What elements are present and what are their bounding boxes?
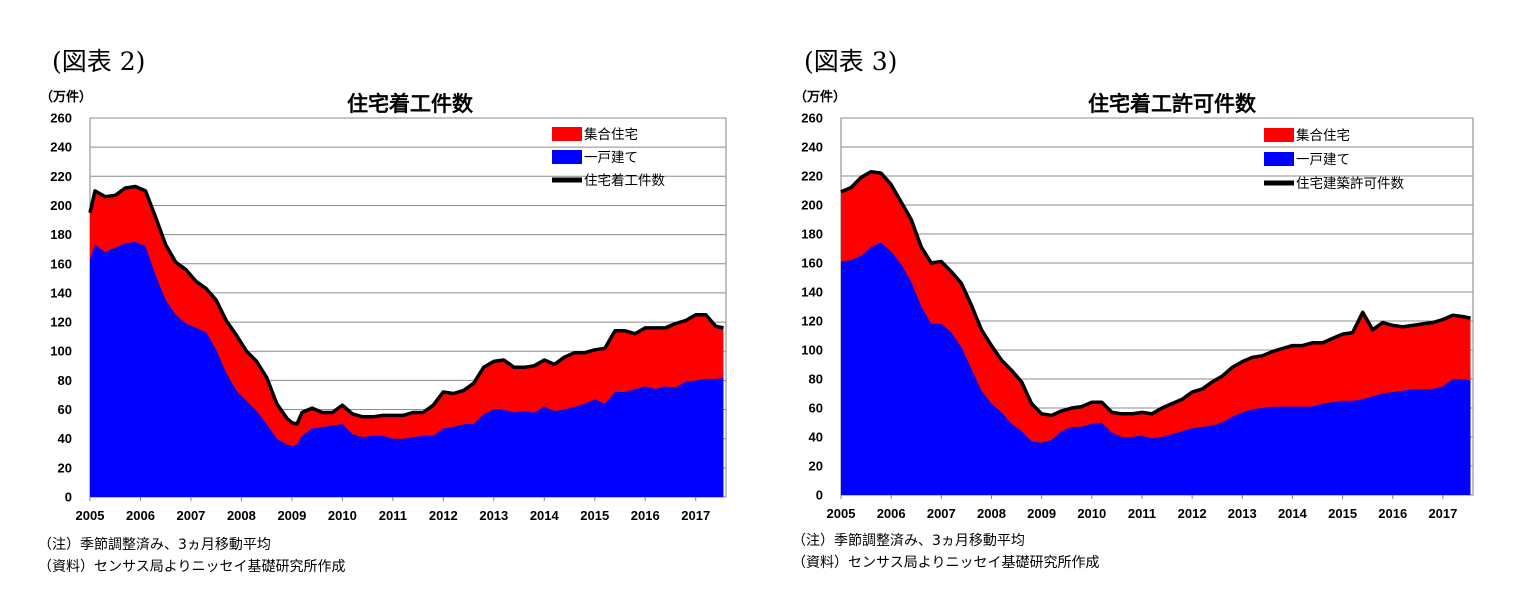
y-tick-label: 20 — [58, 460, 72, 475]
y-tick-label: 60 — [58, 402, 72, 417]
y-tick-label: 80 — [809, 372, 823, 387]
y-tick-label: 220 — [50, 169, 72, 184]
x-tick-label: 2008 — [977, 506, 1006, 521]
legend-label: 住宅建築許可件数 — [1296, 176, 1404, 192]
y-tick-label: 140 — [50, 285, 72, 300]
y-tick-label: 120 — [50, 315, 72, 330]
chart-panel-housing-starts: (図表 2) （万件） 住宅着工件数 0 20 40 60 80 100 120 140 160… — [38, 47, 727, 575]
x-tick-label: 2015 — [1328, 506, 1357, 521]
x-tick-label: 2013 — [1228, 506, 1257, 521]
x-tick-label: 2015 — [580, 508, 609, 523]
x-tick-label: 2017 — [681, 508, 710, 523]
figure-label: (図表 3) — [804, 47, 898, 76]
chart-title: 住宅着工件数 — [347, 92, 473, 116]
y-tick-label: 80 — [58, 373, 72, 388]
y-tick-label: 260 — [801, 111, 823, 126]
y-tick-label: 40 — [58, 431, 72, 446]
source-note: （資料）センサス局よりニッセイ基礎研究所作成 — [38, 559, 346, 575]
x-tick-label: 2005 — [76, 508, 105, 523]
legend-label: 住宅着工件数 — [584, 172, 665, 189]
x-tick-label: 2011 — [1128, 506, 1156, 521]
x-tick-label: 2011 — [379, 508, 407, 523]
y-tick-label: 200 — [801, 198, 823, 213]
y-tick-label: 20 — [809, 459, 823, 474]
legend-swatch-multi-family — [1264, 128, 1294, 142]
x-tick-label: 2005 — [827, 506, 856, 521]
x-tick-label: 2013 — [479, 508, 508, 523]
chart-title: 住宅着工許可件数 — [1088, 92, 1256, 116]
legend-label: 一戸建て — [584, 150, 638, 166]
x-tick-label: 2010 — [1077, 506, 1106, 521]
y-tick-label: 200 — [50, 198, 72, 213]
y-tick-label: 240 — [50, 140, 72, 155]
legend-label: 集合住宅 — [1296, 128, 1350, 144]
footnote: （注）季節調整済み、3ヵ月移動平均 — [38, 537, 271, 553]
x-tick-label: 2010 — [328, 508, 357, 523]
x-tick-label: 2012 — [1178, 506, 1207, 521]
y-tick-label: 160 — [801, 256, 823, 271]
series-line-total — [88, 184, 724, 426]
x-tick-label: 2006 — [126, 508, 155, 523]
series-area-single-family — [90, 241, 724, 497]
source-note: （資料）センサス局よりニッセイ基礎研究所作成 — [792, 555, 1100, 571]
x-tick-label: 2014 — [530, 508, 560, 523]
x-tick-label: 2009 — [1027, 506, 1056, 521]
x-tick-label: 2016 — [631, 508, 660, 523]
y-tick-label: 180 — [801, 227, 823, 242]
y-axis-unit: （万件） — [40, 90, 93, 105]
y-tick-label: 160 — [50, 256, 72, 271]
legend-swatch-single-family — [1264, 152, 1294, 166]
y-tick-label: 220 — [801, 169, 823, 184]
x-tick-label: 2009 — [277, 508, 306, 523]
legend-swatch-single-family — [552, 150, 582, 164]
legend-swatch-multi-family — [552, 127, 582, 141]
y-tick-label: 40 — [809, 430, 823, 445]
y-tick-label: 100 — [50, 344, 72, 359]
footnote: （注）季節調整済み、3ヵ月移動平均 — [792, 533, 1025, 549]
y-tick-label: 260 — [50, 111, 72, 126]
y-tick-label: 140 — [801, 285, 823, 300]
y-tick-label: 180 — [50, 227, 72, 242]
chart-plot: 0 20 40 60 80 100 120 140 160 180 200 220 240 260 2005… — [801, 111, 1474, 521]
legend-label: 一戸建て — [1296, 152, 1350, 168]
series-area-single-family — [841, 242, 1471, 495]
chart-plot: 0 20 40 60 80 100 120 140 160 180 200 220 240 260 2005… — [50, 111, 727, 523]
chart-panel-building-permits: (図表 3) （万件） 住宅着工許可件数 0 20 40 60 80 100 120 140 1… — [752, 0, 1512, 591]
y-tick-label: 120 — [801, 314, 823, 329]
series-line-total — [840, 169, 1471, 418]
x-tick-label: 2008 — [227, 508, 256, 523]
y-tick-label: 240 — [801, 140, 823, 155]
y-tick-label: 60 — [809, 401, 823, 416]
x-tick-label: 2007 — [927, 506, 956, 521]
x-tick-label: 2017 — [1428, 506, 1457, 521]
legend-label: 集合住宅 — [584, 127, 638, 143]
y-tick-label: 0 — [65, 490, 72, 505]
x-tick-label: 2014 — [1278, 506, 1308, 521]
x-tick-label: 2012 — [429, 508, 458, 523]
y-axis-unit: （万件） — [794, 90, 847, 105]
y-tick-label: 0 — [816, 488, 823, 503]
y-tick-label: 100 — [801, 343, 823, 358]
x-tick-label: 2007 — [176, 508, 205, 523]
figure-label: (図表 2) — [52, 47, 146, 76]
x-tick-label: 2016 — [1378, 506, 1407, 521]
x-tick-label: 2006 — [877, 506, 906, 521]
